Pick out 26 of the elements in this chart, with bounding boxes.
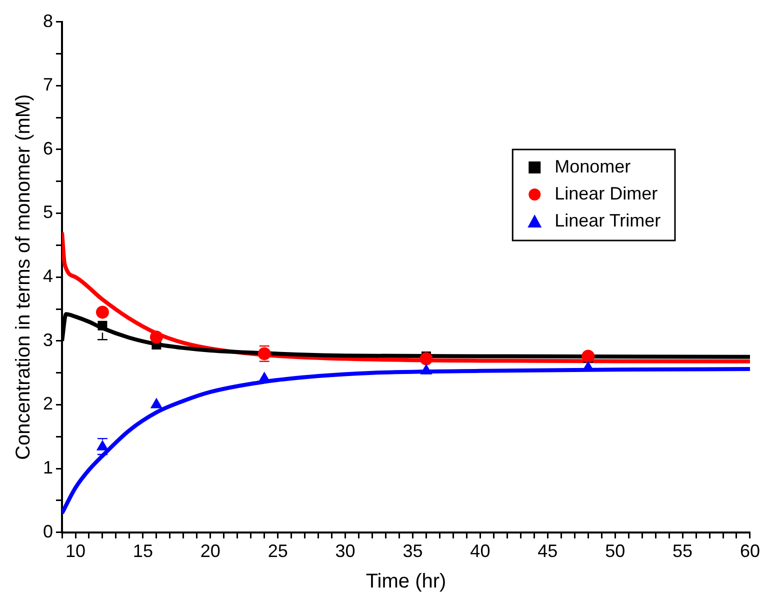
- x-tick-label: 45: [538, 541, 558, 562]
- legend-label: Linear Trimer: [554, 210, 661, 230]
- x-tick-label: 60: [740, 541, 760, 562]
- y-tick-label: 0: [42, 521, 54, 542]
- x-tick-label: 30: [335, 541, 356, 562]
- legend-label: Monomer: [554, 156, 631, 176]
- y-tick-label: 5: [42, 202, 54, 222]
- y-tick-label: 2: [42, 394, 54, 414]
- legend-label: Linear Dimer: [554, 183, 658, 204]
- y-tick-label: 4: [42, 266, 54, 286]
- x-axis-title: Time (hr): [366, 570, 446, 593]
- y-tick-label: 3: [42, 330, 54, 350]
- x-tick-label: 20: [200, 541, 220, 562]
- x-tick-label: 15: [132, 541, 153, 562]
- x-tick-label: 25: [268, 541, 288, 562]
- x-tick-label: 10: [65, 541, 86, 562]
- x-tick-label: 55: [672, 541, 693, 562]
- x-tick-label: 35: [402, 541, 423, 562]
- x-tick-label: 50: [605, 541, 626, 562]
- line-series: [62, 230, 750, 364]
- y-tick-label: 1: [42, 458, 54, 478]
- y-tick-label: 8: [42, 10, 54, 31]
- x-tick-label: 40: [470, 541, 490, 562]
- y-tick-label: 7: [42, 74, 54, 95]
- y-axis-title: Concentration in terms of monomer (mM): [12, 94, 35, 460]
- y-tick-label: 6: [42, 138, 54, 158]
